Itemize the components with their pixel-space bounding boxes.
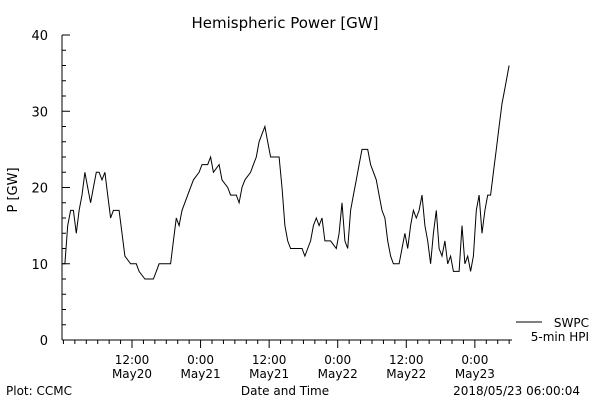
x-axis-label: Date and Time: [241, 384, 329, 398]
y-axis-ticks: 0 10 20 30 40: [31, 29, 70, 349]
x-tick-label-date: May21: [181, 367, 221, 381]
y-axis-label: P [GW]: [6, 167, 21, 212]
footer-timestamp: 2018/05/23 06:00:04: [453, 384, 580, 398]
footer-plot-credit: Plot: CCMC: [6, 384, 72, 398]
x-tick-label-time: 12:00: [389, 353, 424, 367]
y-tick-label: 30: [31, 105, 48, 120]
x-tick-label-date: May20: [112, 367, 152, 381]
x-tick-label-date: May22: [318, 367, 358, 381]
chart-title: Hemispheric Power [GW]: [192, 14, 379, 32]
y-tick-label: 20: [31, 182, 48, 197]
plot-axes: [61, 35, 512, 341]
series-line: [62, 65, 510, 280]
x-tick-label-date: May22: [386, 367, 426, 381]
legend-label-line1: SWPC: [554, 316, 589, 330]
series-layer: [62, 65, 510, 280]
x-tick-label-time: 0:00: [187, 353, 214, 367]
x-tick-label-time: 0:00: [461, 353, 488, 367]
x-tick-label-date: May21: [249, 367, 289, 381]
y-tick-label: 10: [31, 258, 48, 273]
x-tick-label-time: 12:00: [115, 353, 150, 367]
x-tick-label-time: 12:00: [252, 353, 287, 367]
x-tick-label-date: May23: [455, 367, 495, 381]
x-tick-label-time: 0:00: [324, 353, 351, 367]
x-axis-ticks: 12:00May200:00May2112:00May210:00May2212…: [62, 340, 510, 381]
legend-label-line2: 5-min HPI: [531, 330, 589, 344]
chart-legend: SWPC 5-min HPI: [516, 316, 589, 344]
y-tick-label: 0: [40, 334, 48, 349]
y-tick-label: 40: [31, 29, 48, 44]
